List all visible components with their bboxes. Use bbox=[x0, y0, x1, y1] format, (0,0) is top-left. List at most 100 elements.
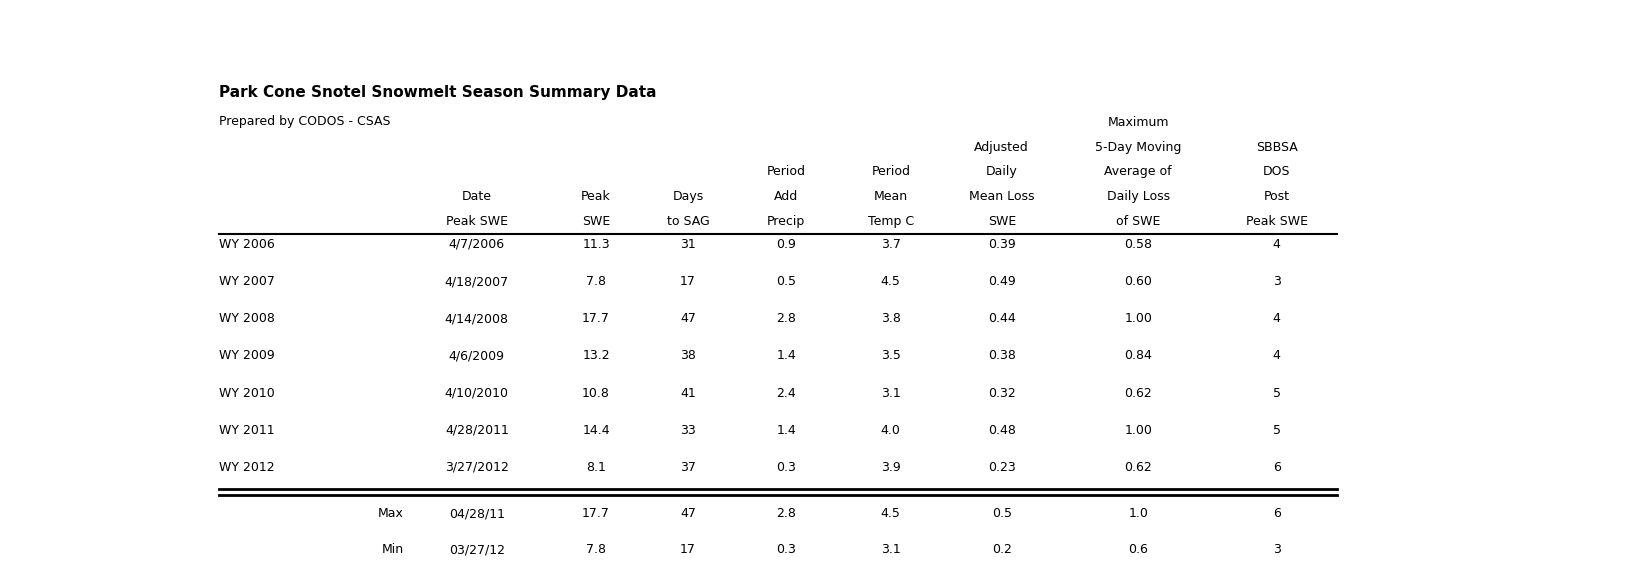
Text: 33: 33 bbox=[680, 424, 696, 436]
Text: WY 2008: WY 2008 bbox=[219, 312, 275, 325]
Text: WY 2007: WY 2007 bbox=[219, 275, 275, 288]
Text: 3.7: 3.7 bbox=[881, 238, 900, 251]
Text: WY 2009: WY 2009 bbox=[219, 350, 275, 362]
Text: 4.0: 4.0 bbox=[881, 424, 900, 436]
Text: 47: 47 bbox=[680, 312, 696, 325]
Text: 0.5: 0.5 bbox=[777, 275, 797, 288]
Text: 13.2: 13.2 bbox=[583, 350, 611, 362]
Text: Post: Post bbox=[1264, 190, 1290, 203]
Text: 0.2: 0.2 bbox=[993, 544, 1012, 557]
Text: 4/28/2011: 4/28/2011 bbox=[444, 424, 509, 436]
Text: Maximum: Maximum bbox=[1108, 116, 1169, 129]
Text: 3.9: 3.9 bbox=[881, 461, 900, 474]
Text: 7.8: 7.8 bbox=[586, 275, 606, 288]
Text: 1.0: 1.0 bbox=[1128, 508, 1149, 521]
Text: 0.38: 0.38 bbox=[988, 350, 1016, 362]
Text: Period: Period bbox=[871, 165, 910, 178]
Text: Temp C: Temp C bbox=[867, 214, 914, 228]
Text: 2.8: 2.8 bbox=[777, 508, 797, 521]
Text: 6: 6 bbox=[1272, 508, 1281, 521]
Text: 2.8: 2.8 bbox=[777, 312, 797, 325]
Text: 41: 41 bbox=[680, 387, 696, 399]
Text: Days: Days bbox=[672, 190, 703, 203]
Text: 0.60: 0.60 bbox=[1124, 275, 1152, 288]
Text: 1.00: 1.00 bbox=[1124, 424, 1152, 436]
Text: 6: 6 bbox=[1272, 461, 1281, 474]
Text: 1.00: 1.00 bbox=[1124, 312, 1152, 325]
Text: 0.39: 0.39 bbox=[988, 238, 1016, 251]
Text: 0.49: 0.49 bbox=[988, 275, 1016, 288]
Text: 11.3: 11.3 bbox=[583, 238, 611, 251]
Text: 3/27/2012: 3/27/2012 bbox=[444, 461, 509, 474]
Text: 0.62: 0.62 bbox=[1124, 461, 1152, 474]
Text: Min: Min bbox=[382, 544, 403, 557]
Text: Daily Loss: Daily Loss bbox=[1106, 190, 1170, 203]
Text: 4/7/2006: 4/7/2006 bbox=[449, 238, 505, 251]
Text: 38: 38 bbox=[680, 350, 696, 362]
Text: 4/14/2008: 4/14/2008 bbox=[444, 312, 509, 325]
Text: Prepared by CODOS - CSAS: Prepared by CODOS - CSAS bbox=[219, 115, 390, 128]
Text: Precip: Precip bbox=[767, 214, 805, 228]
Text: of SWE: of SWE bbox=[1116, 214, 1160, 228]
Text: 1.4: 1.4 bbox=[777, 350, 797, 362]
Text: 4: 4 bbox=[1272, 312, 1281, 325]
Text: Mean Loss: Mean Loss bbox=[969, 190, 1034, 203]
Text: Max: Max bbox=[377, 508, 403, 521]
Text: Peak SWE: Peak SWE bbox=[446, 214, 509, 228]
Text: 17.7: 17.7 bbox=[583, 508, 611, 521]
Text: Peak SWE: Peak SWE bbox=[1246, 214, 1307, 228]
Text: 3: 3 bbox=[1272, 275, 1281, 288]
Text: 7.8: 7.8 bbox=[586, 544, 606, 557]
Text: 14.4: 14.4 bbox=[583, 424, 611, 436]
Text: to SAG: to SAG bbox=[667, 214, 709, 228]
Text: 0.23: 0.23 bbox=[988, 461, 1016, 474]
Text: 4: 4 bbox=[1272, 238, 1281, 251]
Text: 3.8: 3.8 bbox=[881, 312, 900, 325]
Text: Average of: Average of bbox=[1104, 165, 1172, 178]
Text: 17: 17 bbox=[680, 544, 696, 557]
Text: 04/28/11: 04/28/11 bbox=[449, 508, 505, 521]
Text: 5: 5 bbox=[1272, 387, 1281, 399]
Text: 10.8: 10.8 bbox=[583, 387, 611, 399]
Text: 0.3: 0.3 bbox=[777, 544, 797, 557]
Text: 37: 37 bbox=[680, 461, 696, 474]
Text: 3: 3 bbox=[1272, 544, 1281, 557]
Text: 0.32: 0.32 bbox=[988, 387, 1016, 399]
Text: 4.5: 4.5 bbox=[881, 275, 900, 288]
Text: 0.9: 0.9 bbox=[777, 238, 797, 251]
Text: 2.4: 2.4 bbox=[777, 387, 797, 399]
Text: 4/6/2009: 4/6/2009 bbox=[449, 350, 505, 362]
Text: 4.5: 4.5 bbox=[881, 508, 900, 521]
Text: 0.62: 0.62 bbox=[1124, 387, 1152, 399]
Text: 8.1: 8.1 bbox=[586, 461, 606, 474]
Text: 0.5: 0.5 bbox=[993, 508, 1012, 521]
Text: 31: 31 bbox=[680, 238, 696, 251]
Text: 5-Day Moving: 5-Day Moving bbox=[1095, 141, 1182, 154]
Text: 0.58: 0.58 bbox=[1124, 238, 1152, 251]
Text: WY 2006: WY 2006 bbox=[219, 238, 275, 251]
Text: 0.84: 0.84 bbox=[1124, 350, 1152, 362]
Text: 0.6: 0.6 bbox=[1128, 544, 1149, 557]
Text: 17.7: 17.7 bbox=[583, 312, 611, 325]
Text: 47: 47 bbox=[680, 508, 696, 521]
Text: Mean: Mean bbox=[874, 190, 909, 203]
Text: WY 2011: WY 2011 bbox=[219, 424, 275, 436]
Text: Daily: Daily bbox=[986, 165, 1017, 178]
Text: 3.1: 3.1 bbox=[881, 544, 900, 557]
Text: 4/18/2007: 4/18/2007 bbox=[444, 275, 509, 288]
Text: 3.5: 3.5 bbox=[881, 350, 900, 362]
Text: WY 2012: WY 2012 bbox=[219, 461, 275, 474]
Text: Period: Period bbox=[767, 165, 805, 178]
Text: SWE: SWE bbox=[988, 214, 1016, 228]
Text: Date: Date bbox=[463, 190, 492, 203]
Text: 4/10/2010: 4/10/2010 bbox=[444, 387, 509, 399]
Text: WY 2010: WY 2010 bbox=[219, 387, 275, 399]
Text: 5: 5 bbox=[1272, 424, 1281, 436]
Text: 03/27/12: 03/27/12 bbox=[449, 544, 505, 557]
Text: SWE: SWE bbox=[583, 214, 611, 228]
Text: 0.3: 0.3 bbox=[777, 461, 797, 474]
Text: SBBSA: SBBSA bbox=[1256, 141, 1297, 154]
Text: 0.44: 0.44 bbox=[988, 312, 1016, 325]
Text: Add: Add bbox=[774, 190, 798, 203]
Text: DOS: DOS bbox=[1262, 165, 1290, 178]
